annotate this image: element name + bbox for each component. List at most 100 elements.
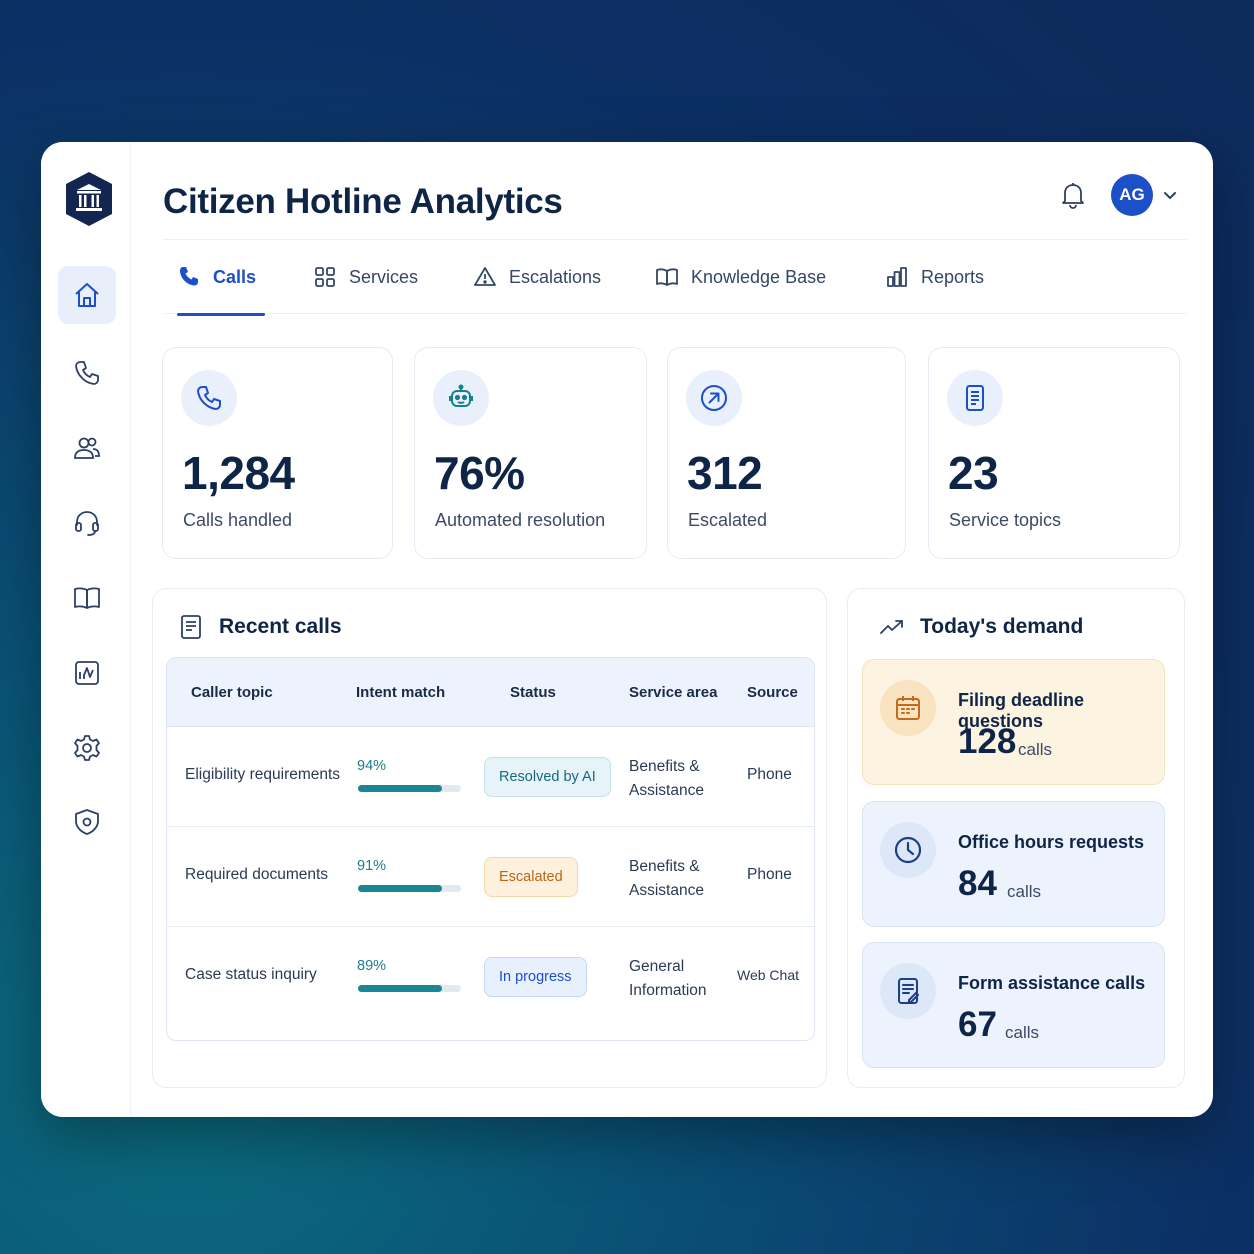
column-header[interactable]: Source bbox=[747, 684, 798, 701]
arrow-up-right-icon bbox=[686, 370, 742, 426]
notifications-bell-icon[interactable] bbox=[1059, 180, 1087, 210]
stat-card-escalated: 312 Escalated bbox=[667, 347, 906, 559]
book-icon bbox=[74, 587, 100, 609]
sidebar-item-settings[interactable] bbox=[58, 719, 116, 777]
tab-label: Reports bbox=[921, 266, 985, 287]
demand-unit: calls bbox=[1005, 1023, 1040, 1042]
tab-reports[interactable]: Reports bbox=[885, 240, 984, 314]
demand-value: 128 bbox=[958, 722, 1017, 761]
intent-match-value: 89% bbox=[357, 958, 387, 974]
intent-match-bar-fill bbox=[358, 785, 443, 792]
intent-match-bar bbox=[358, 985, 461, 992]
todays-demand-panel: Today's demand Filing deadline questions… bbox=[847, 588, 1185, 1088]
demand-title: Filing deadline questions bbox=[958, 690, 1085, 731]
trend-up-icon bbox=[880, 620, 903, 634]
caller-topic: Required documents bbox=[185, 866, 329, 883]
tab-bar: Calls Services Escalations Knowledge Bas… bbox=[163, 240, 1187, 316]
call-source: Web Chat bbox=[737, 967, 799, 983]
sidebar-item-users[interactable] bbox=[58, 419, 116, 477]
panel-title-text: Today's demand bbox=[920, 615, 1084, 638]
stat-label: Service topics bbox=[949, 510, 1062, 530]
status-badge: Resolved by AI bbox=[484, 757, 611, 797]
demand-value: 67 bbox=[958, 1005, 997, 1044]
book-icon bbox=[656, 268, 678, 286]
column-header[interactable]: Caller topic bbox=[191, 684, 273, 701]
stat-label: Escalated bbox=[688, 510, 768, 530]
sidebar-item-support[interactable] bbox=[58, 494, 116, 552]
sidebar bbox=[41, 142, 131, 1117]
analytics-icon bbox=[75, 661, 99, 685]
caller-topic: Eligibility requirements bbox=[185, 766, 341, 783]
header-divider bbox=[163, 239, 1187, 240]
phone-icon bbox=[181, 370, 237, 426]
intent-match-bar bbox=[358, 785, 461, 792]
warning-icon bbox=[474, 267, 496, 286]
service-area: General Information bbox=[629, 958, 707, 999]
panel-title: Today's demand bbox=[878, 613, 1083, 641]
stat-value: 76% bbox=[434, 447, 525, 499]
stat-value: 1,284 bbox=[182, 447, 295, 499]
headset-icon bbox=[75, 511, 99, 536]
clock-icon bbox=[880, 822, 936, 878]
table-header: Caller topic Intent match Status Service… bbox=[167, 658, 814, 727]
column-header[interactable]: Status bbox=[510, 684, 556, 701]
stat-value: 23 bbox=[948, 447, 999, 499]
recent-calls-panel: Recent calls Caller topic Intent match S… bbox=[152, 588, 827, 1088]
intent-match-bar bbox=[358, 885, 461, 892]
demand-card-office-hours[interactable]: Office hours requests 84 calls bbox=[862, 801, 1165, 927]
sidebar-item-security[interactable] bbox=[58, 793, 116, 851]
sidebar-item-home[interactable] bbox=[58, 266, 116, 324]
demand-card-filing-deadline[interactable]: Filing deadline questions 128 calls bbox=[862, 659, 1165, 785]
service-area: Benefits & Assistance bbox=[629, 858, 704, 899]
phone-icon bbox=[180, 267, 198, 286]
intent-match-bar-fill bbox=[358, 985, 443, 992]
document-icon bbox=[947, 370, 1003, 426]
stat-card-service-topics: 23 Service topics bbox=[928, 347, 1180, 559]
chevron-down-icon[interactable] bbox=[1161, 186, 1179, 204]
demand-title: Form assistance calls bbox=[958, 973, 1146, 993]
tab-escalations[interactable]: Escalations bbox=[473, 240, 601, 314]
status-badge: Escalated bbox=[484, 857, 578, 897]
service-area: Benefits & Assistance bbox=[629, 758, 704, 799]
users-icon bbox=[74, 437, 100, 459]
table-row[interactable]: Required documents 91% Escalated Benefit… bbox=[167, 827, 814, 927]
intent-match-bar-fill bbox=[358, 885, 443, 892]
app-window: Citizen Hotline Analytics AG Calls Servi… bbox=[41, 142, 1213, 1117]
table-row[interactable]: Eligibility requirements 94% Resolved by… bbox=[167, 727, 814, 827]
column-header[interactable]: Intent match bbox=[356, 684, 446, 701]
tab-knowledge-base[interactable]: Knowledge Base bbox=[655, 240, 826, 314]
stat-label: Calls handled bbox=[183, 510, 293, 530]
demand-value: 84 bbox=[958, 864, 997, 903]
demand-card-form-assistance[interactable]: Form assistance calls 67 calls bbox=[862, 942, 1165, 1068]
panel-title: Recent calls bbox=[177, 613, 342, 641]
table-row[interactable]: Case status inquiry 89% In progress Gene… bbox=[167, 927, 814, 1040]
tab-label: Escalations bbox=[509, 266, 602, 287]
sidebar-item-analytics[interactable] bbox=[58, 644, 116, 702]
call-source: Phone bbox=[747, 866, 792, 883]
column-header[interactable]: Service area bbox=[629, 684, 718, 701]
calendar-icon bbox=[880, 680, 936, 736]
stat-label: Automated resolution bbox=[435, 510, 606, 530]
tab-label: Knowledge Base bbox=[691, 266, 827, 287]
grid-icon bbox=[315, 267, 335, 287]
shield-icon bbox=[75, 809, 99, 835]
tab-calls[interactable]: Calls bbox=[177, 240, 265, 316]
stat-value: 312 bbox=[687, 447, 763, 499]
stat-card-automated-resolution: 76% Automated resolution bbox=[414, 347, 647, 559]
sidebar-item-calls[interactable] bbox=[58, 344, 116, 402]
sidebar-item-knowledge[interactable] bbox=[58, 569, 116, 627]
document-icon bbox=[181, 615, 201, 639]
robot-icon bbox=[433, 370, 489, 426]
phone-icon bbox=[75, 361, 99, 385]
demand-title: Office hours requests bbox=[958, 832, 1145, 852]
tab-label: Services bbox=[349, 266, 419, 287]
form-icon bbox=[880, 963, 936, 1019]
caller-topic: Case status inquiry bbox=[185, 966, 317, 983]
page-title: Citizen Hotline Analytics bbox=[163, 182, 563, 221]
user-avatar[interactable]: AG bbox=[1111, 174, 1153, 216]
gear-icon bbox=[74, 735, 100, 761]
main-content: Citizen Hotline Analytics AG Calls Servi… bbox=[131, 142, 1213, 1117]
intent-match-value: 94% bbox=[357, 758, 387, 774]
government-logo-icon[interactable] bbox=[63, 170, 115, 228]
tab-services[interactable]: Services bbox=[313, 240, 418, 314]
